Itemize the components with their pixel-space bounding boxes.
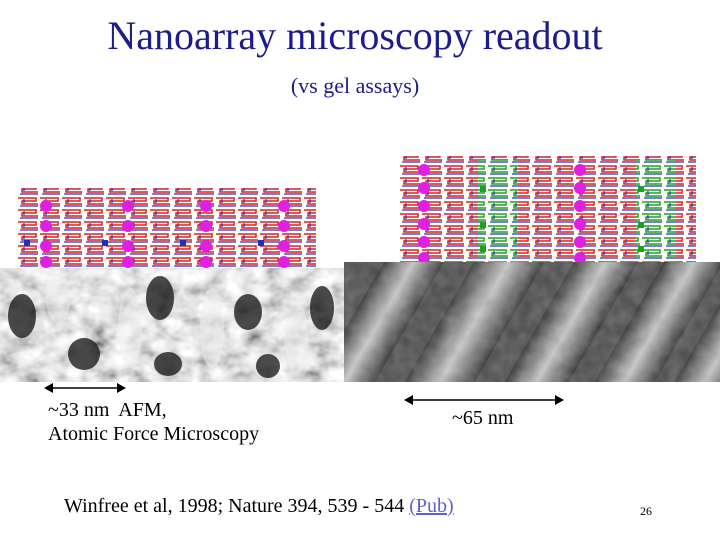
right-scale-arrow (404, 395, 564, 405)
left-scale-line1: ~33 nm AFM, (48, 399, 167, 421)
right-scale-label: ~65 nm (452, 407, 514, 429)
right-afm-image (344, 262, 720, 382)
left-scale-line2: Atomic Force Microscopy (48, 423, 260, 445)
left-dna-tile-schematic (18, 188, 316, 268)
citation-row: Winfree et al, 1998; Nature 394, 539 - 5… (64, 494, 454, 518)
slide-title: Nanoarray microscopy readout (107, 13, 603, 58)
left-scale-arrow (44, 383, 126, 393)
pub-link[interactable]: (Pub) (409, 495, 454, 517)
right-dna-tile-schematic (400, 156, 696, 264)
citation-text: Winfree et al, 1998; Nature 394, 539 - 5… (64, 495, 410, 517)
left-afm-image (0, 268, 344, 382)
left-scale-label: ~33 nm AFM, Atomic Force Microscopy (48, 398, 259, 446)
slide-number: 26 (640, 504, 652, 518)
slide-subtitle: (vs gel assays) (290, 73, 420, 98)
